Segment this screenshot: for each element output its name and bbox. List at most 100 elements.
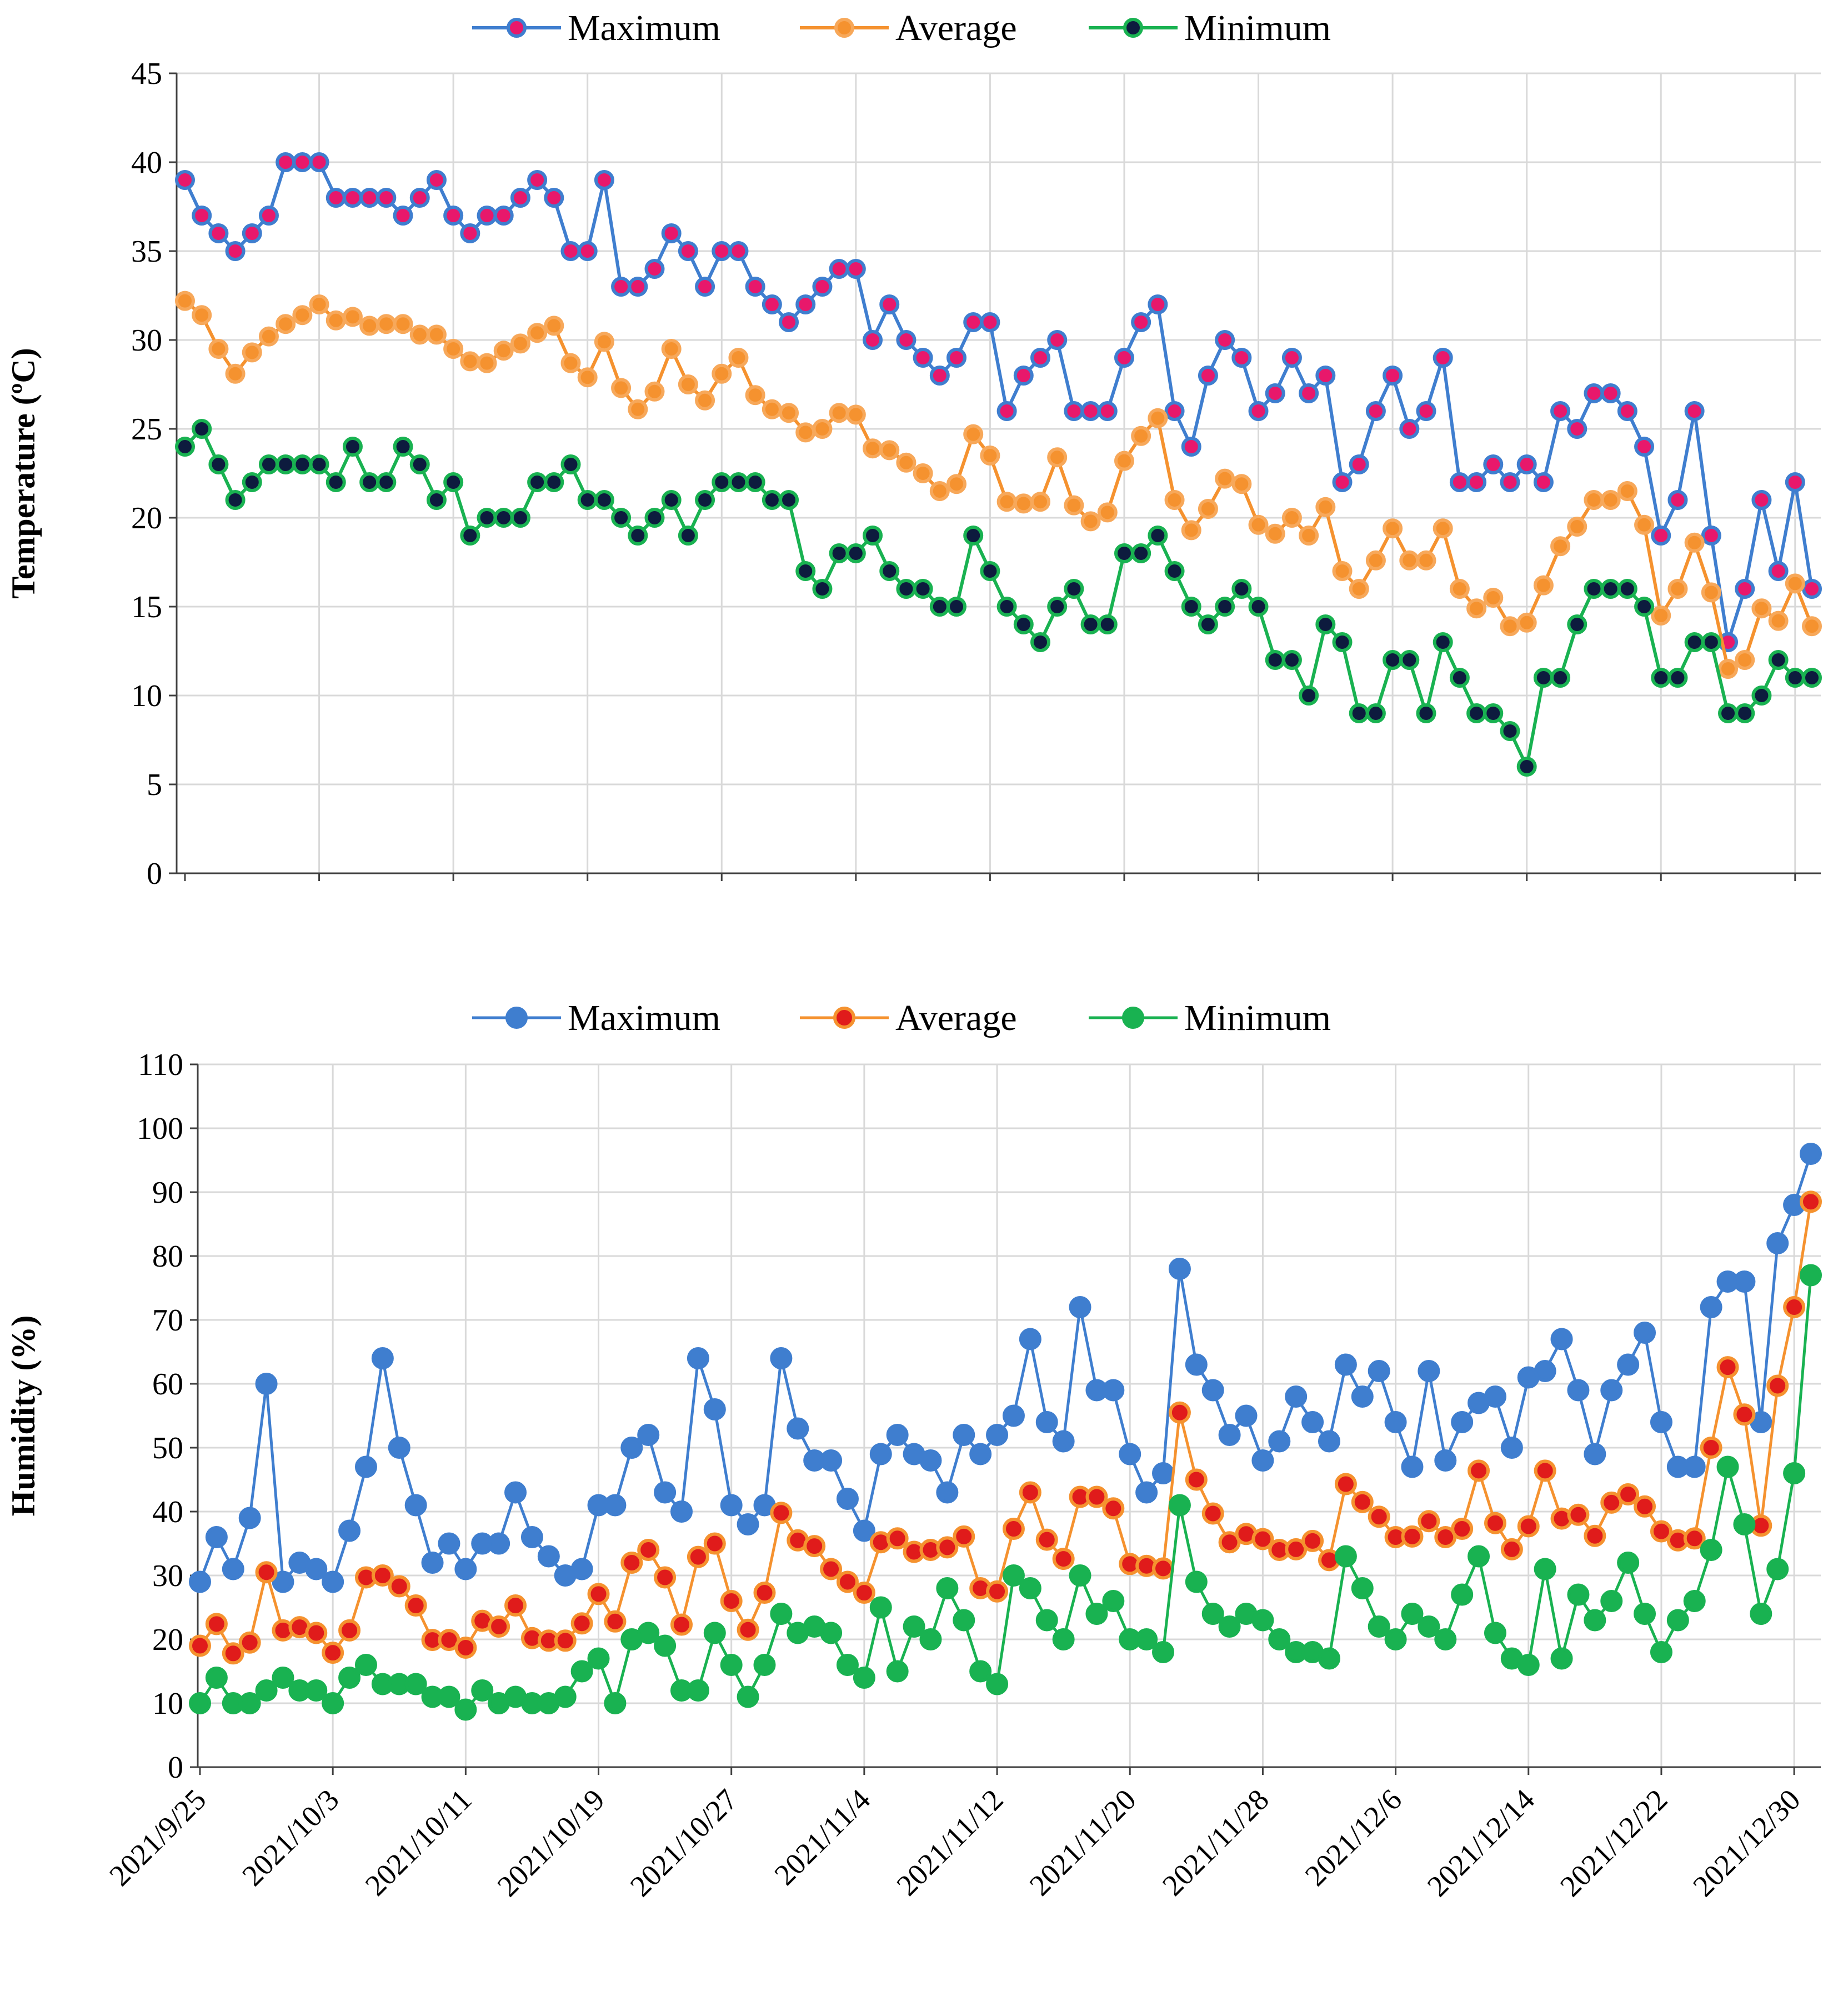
data-point [1299,526,1319,546]
legend: Maximum Average Minimum [472,998,1331,1038]
data-point [1800,1190,1822,1213]
data-point [1584,579,1604,599]
data-point [611,378,632,398]
data-point [1617,481,1637,501]
legend-label: Minimum [1184,998,1331,1038]
data-point [1047,330,1068,350]
data-point [1332,472,1353,492]
data-point [1733,1403,1756,1426]
legend-label: Maximum [568,8,720,48]
data-point [1550,1328,1573,1350]
data-point [544,472,564,492]
legend-marker [1122,1007,1144,1029]
data-point [225,241,246,261]
data-point [258,326,279,347]
data-point [1800,1264,1822,1287]
data-point [587,1583,610,1605]
data-point [762,294,782,314]
data-point [175,170,195,190]
data-point [1766,1232,1789,1254]
data-point [255,1679,278,1702]
data-point [963,424,984,444]
data-point [779,403,799,423]
data-point [829,259,849,279]
data-point [338,1619,361,1642]
data-point [238,1692,261,1714]
data-point [1683,1527,1706,1550]
data-point [1783,1462,1806,1484]
data-point [1351,1577,1374,1599]
data-point [1215,597,1235,617]
data-point [654,1481,677,1504]
data-point [1299,686,1319,706]
data-point [1550,1647,1573,1670]
data-point [477,206,497,226]
y-tick-label: 10 [152,1687,183,1721]
data-point [1152,1641,1175,1663]
data-point [454,1636,477,1659]
legend-marker [505,1007,528,1029]
data-point [488,1532,510,1555]
data-point [238,1507,261,1529]
data-point [1231,348,1252,368]
data-point [471,1679,494,1702]
data-point [460,351,480,372]
data-point [1451,1518,1474,1540]
data-point [1600,1590,1623,1612]
data-point [305,1622,328,1644]
data-point [1231,474,1252,494]
data-point [1483,703,1504,723]
data-point [504,1481,527,1504]
data-point [421,1552,444,1574]
data-point [537,1545,560,1568]
data-point [477,508,497,528]
data-point [238,1631,261,1654]
y-tick-label: 70 [152,1303,183,1338]
data-point [520,1526,543,1548]
data-point [829,543,849,563]
data-point [242,223,262,243]
data-point [1634,1603,1656,1625]
data-point [1030,348,1050,368]
data-point [570,1612,593,1635]
data-point [1584,1443,1606,1465]
data-point [604,1692,627,1714]
data-point [1701,526,1721,546]
data-point [1201,1379,1224,1402]
data-point [359,472,380,492]
data-point [1451,1583,1474,1606]
data-point [1751,686,1772,706]
data-point [1650,1411,1672,1433]
data-point [1251,1449,1274,1472]
data-point [1500,616,1520,637]
data-point [1251,1609,1274,1632]
data-point [1301,1529,1324,1552]
data-point [1451,1411,1474,1433]
data-point [272,1570,294,1593]
data-point [510,333,530,354]
data-point [1800,1143,1822,1165]
data-point [863,526,883,546]
y-tick-label: 5 [147,768,162,802]
data-point [426,490,447,510]
data-point [1733,1513,1756,1535]
data-point [737,1685,759,1708]
data-point [560,454,581,474]
data-point [258,206,279,226]
data-point [1584,1609,1606,1632]
data-point [1600,1379,1623,1402]
data-point [879,561,900,581]
data-point [1534,1360,1556,1382]
data-point [342,307,363,327]
data-point [1700,1296,1722,1318]
data-point [1399,419,1420,439]
data-point [276,454,296,474]
data-point [820,1622,843,1644]
data-point [192,305,212,326]
data-point [1215,330,1235,350]
data-point [1013,493,1034,514]
data-point [388,1437,410,1459]
data-point [1449,472,1470,492]
data-point [1768,611,1789,631]
data-point [1148,526,1168,546]
